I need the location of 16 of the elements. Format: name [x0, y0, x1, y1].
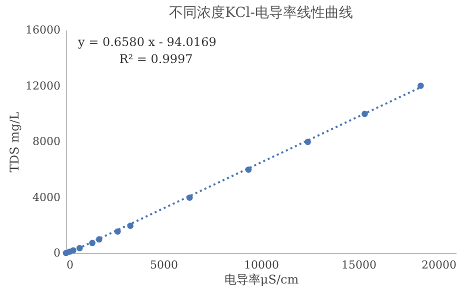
- y-tick-label: 12000: [26, 79, 60, 92]
- x-tick-label: 10000: [244, 258, 279, 272]
- x-tick-label: 0: [66, 258, 74, 272]
- y-tick-label: 16000: [26, 24, 60, 36]
- point: [418, 82, 424, 89]
- y-tick-label: 4000: [32, 190, 60, 204]
- x-tick-label: 5000: [150, 258, 178, 272]
- x-tick-label: 15000: [342, 258, 376, 272]
- chart-title: 不同浓度KCl-电导率线性曲线: [168, 5, 354, 21]
- x-tick-label: 20000: [422, 258, 456, 272]
- y-axis-title: TDS mg/L: [8, 112, 22, 172]
- y-tick-label: 8000: [32, 135, 60, 148]
- annotation: R² = 0.9997: [119, 52, 193, 66]
- annotation: y = 0.6580 x - 94.0169: [77, 35, 216, 49]
- x-axis-title: 电导率μS/cm: [224, 272, 300, 286]
- y-tick-label: 0: [54, 246, 60, 260]
